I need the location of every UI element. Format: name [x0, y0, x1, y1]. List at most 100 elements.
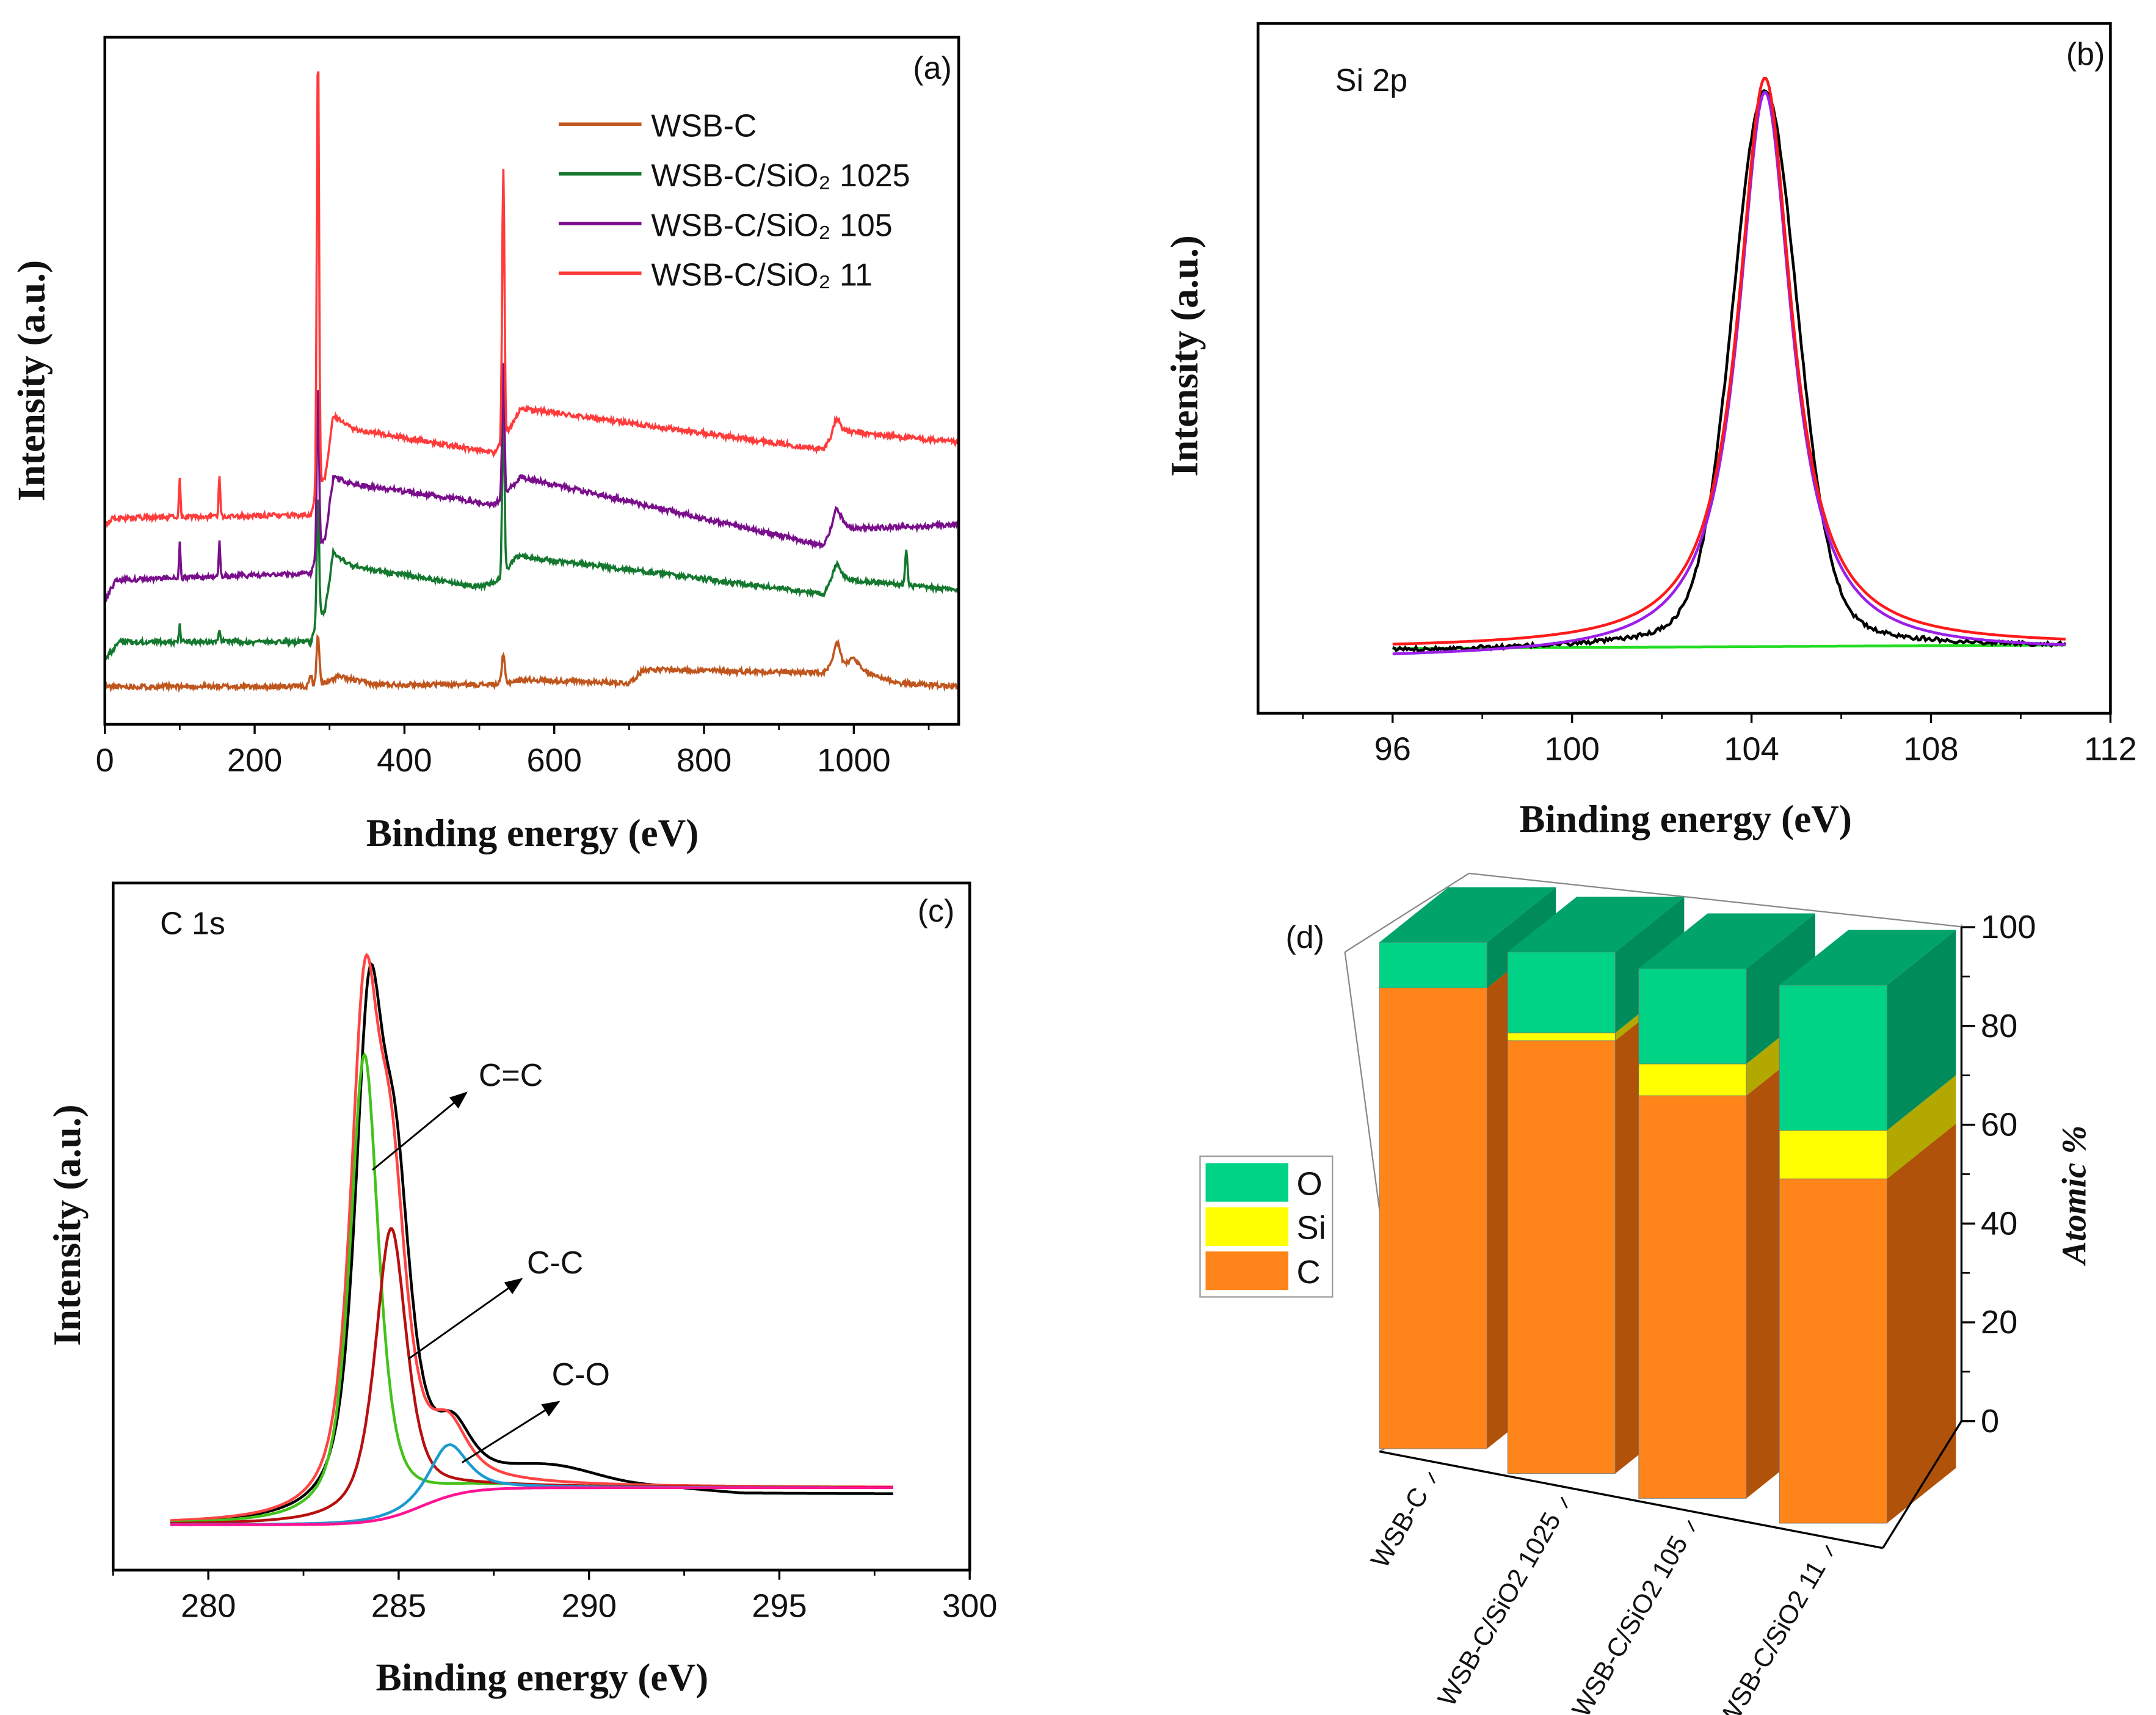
- panel-c-title: C 1s: [160, 906, 225, 941]
- bar-side-O: [1887, 930, 1956, 1131]
- c-o-arrow: [462, 1400, 561, 1463]
- panel-c-c1s-chart: 280 285 290 295 300 C 1s (c) C=C C-C C-O Bin…: [46, 881, 997, 1699]
- bar-segment-O: [1379, 942, 1487, 988]
- legend-label: WSB-C/SiO₂ 11: [651, 258, 873, 293]
- si2p-line-series-1: [1392, 76, 2066, 646]
- bar-side-Si: [1887, 1075, 1956, 1179]
- c-eq-c-annotation: C=C: [479, 1058, 543, 1093]
- category-label: WSB-C/SiO2 105: [1566, 1531, 1693, 1715]
- c1s-envelope-line: [170, 952, 893, 1522]
- panel-b-x-tick-label: 96: [1374, 731, 1411, 768]
- bar-segment-C: [1379, 988, 1487, 1449]
- panel-b-x-axis-label: Binding energy (eV): [1519, 798, 1852, 840]
- si2p-line-series-0: [1392, 89, 2067, 654]
- panel-a-x-tick-label: 0: [96, 742, 114, 779]
- bar-stack-3: [1779, 930, 1956, 1524]
- panel-c-x-tick-label: 300: [942, 1588, 997, 1625]
- panel-a-label: (a): [913, 51, 951, 86]
- panel-b-label: (b): [2066, 37, 2105, 72]
- bar-top-face: [1508, 897, 1685, 952]
- bar-segment-O: [1507, 952, 1616, 1033]
- legend-swatch-Si: [1205, 1207, 1289, 1246]
- panel-c-x-axis-label: Binding energy (eV): [376, 1656, 709, 1699]
- panel-c-y-axis-label: Intensity (a.u.): [46, 1104, 89, 1345]
- category-tick: [1825, 1545, 1833, 1557]
- panel-d-x-axis: [1379, 1450, 1883, 1549]
- panel-d-y-tick-label: 0: [1981, 1403, 1999, 1440]
- bar-top-face: [1379, 887, 1556, 942]
- panel-b-x-tick-label: 100: [1544, 731, 1599, 768]
- panel-b-y-axis-label: Intensity (a.u.): [1163, 235, 1206, 476]
- survey-line-series-2: [104, 363, 960, 603]
- bar-segment-C: [1507, 1040, 1616, 1474]
- panel-a-x-tick-label: 200: [227, 742, 282, 779]
- c-c-arrow: [407, 1278, 523, 1360]
- bar-segment-C: [1779, 1178, 1887, 1524]
- si2p-line-series-2: [1392, 91, 2066, 655]
- axis-frame-line: [1345, 873, 1470, 953]
- panel-a-legend: WSB-C WSB-C/SiO₂ 1025 WSB-C/SiO₂ 105 WSB-C/…: [558, 109, 910, 293]
- panel-b-x-tick-label: 108: [1903, 731, 1958, 768]
- legend-label: WSB-C/SiO₂ 105: [651, 208, 892, 243]
- category-label: WSB-C: [1365, 1483, 1434, 1573]
- panel-d-y-tick-label: 60: [1981, 1107, 2017, 1143]
- panel-c-plot-frame: [112, 881, 971, 1572]
- panel-c-x-tick-label: 280: [181, 1588, 236, 1625]
- c1s-raw-line: [170, 962, 893, 1523]
- category-tick: [1687, 1520, 1695, 1532]
- c-c-annotation: C-C: [527, 1245, 583, 1281]
- panel-d-y-tick-label: 80: [1981, 1008, 2017, 1044]
- axis-frame-line: [1468, 872, 1966, 928]
- panel-b-title: Si 2p: [1335, 63, 1407, 98]
- c-o-annotation: C-O: [552, 1357, 610, 1393]
- panel-d-y-tick-label: 40: [1981, 1205, 2017, 1242]
- panel-a-x-axis-label: Binding energy (eV): [366, 812, 699, 854]
- bar-side-O: [1487, 887, 1556, 988]
- panel-c-x-tick-label: 290: [561, 1588, 616, 1625]
- panel-b-plot-frame: [1257, 22, 2112, 715]
- panel-a-x-tick-label: 1000: [817, 742, 891, 779]
- c1s-component-line-0: [170, 1052, 893, 1524]
- panel-a-survey-chart: 0 200 400 600 800 1000 (a) WSB-C WSB-C/SiO₂ 10…: [10, 35, 960, 854]
- panel-b-x-tick-label: 104: [1724, 731, 1779, 768]
- panel-d-depth-axis: [1882, 1420, 1962, 1549]
- bar-segment-O: [1779, 985, 1887, 1131]
- panel-d-y-tick-label: 100: [1981, 909, 2036, 945]
- bar-side-C: [1887, 1123, 1956, 1523]
- survey-line-series-1: [104, 409, 960, 661]
- bar-top-face: [1638, 913, 1815, 969]
- bar-segment-Si: [1507, 1032, 1616, 1041]
- c1s-background-line: [170, 1486, 893, 1526]
- panel-d-legend: O Si C: [1199, 1155, 1334, 1298]
- legend-label: C: [1297, 1254, 1321, 1291]
- panel-c-x-tick-label: 295: [752, 1588, 807, 1625]
- panel-b-si2p-chart: 96 100 104 108 112 Si 2p (b) Binding energy …: [1163, 22, 2137, 840]
- panel-a-x-tick-label: 600: [526, 742, 581, 779]
- panel-c-label: (c): [918, 894, 955, 929]
- panel-a-x-tick-label: 800: [677, 742, 731, 779]
- category-tick: [1561, 1496, 1568, 1509]
- legend-label: WSB-C: [651, 109, 757, 144]
- legend-label: O: [1297, 1165, 1323, 1202]
- category-label: WSB-C/SiO2 1025: [1432, 1507, 1567, 1711]
- panel-a-y-axis-label: Intensity (a.u.): [10, 260, 53, 501]
- c-eq-c-arrow: [372, 1091, 468, 1171]
- legend-swatch-C: [1205, 1251, 1289, 1291]
- panel-a-x-tick-label: 400: [377, 742, 432, 779]
- legend-label: WSB-C/SiO₂ 1025: [651, 158, 910, 194]
- panel-d-label: (d): [1285, 920, 1324, 955]
- survey-line-series-0: [104, 633, 960, 693]
- category-tick: [1428, 1471, 1436, 1484]
- bar-segment-C: [1638, 1095, 1747, 1499]
- category-label: WSB-C/SiO2 11: [1713, 1556, 1832, 1715]
- bar-segment-O: [1638, 968, 1747, 1065]
- legend-swatch-O: [1205, 1163, 1289, 1202]
- bar-segment-Si: [1779, 1130, 1887, 1179]
- bar-segment-Si: [1638, 1063, 1747, 1096]
- survey-line-series-3: [104, 71, 960, 529]
- legend-label: Si: [1297, 1210, 1326, 1247]
- panel-d-y-axis-label: Atomic %: [2056, 1126, 2094, 1266]
- panel-b-x-tick-label: 112: [2084, 731, 2136, 768]
